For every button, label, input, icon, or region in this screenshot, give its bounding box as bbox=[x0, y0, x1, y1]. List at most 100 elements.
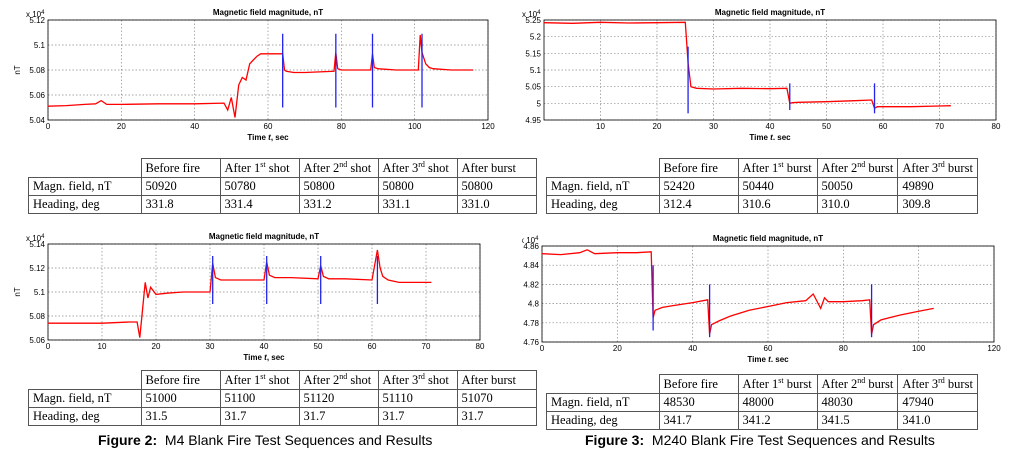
table-cell: 50800 bbox=[377, 177, 458, 197]
table-column-header: After 1st burst bbox=[737, 373, 818, 395]
table-column-header: After 2nd burst bbox=[816, 373, 899, 395]
table-column-header: After 3rd burst bbox=[897, 157, 978, 179]
table-header-row: Before fire After 1st burst After 2nd burs… bbox=[546, 373, 978, 395]
table-row: Heading, deg 312.4 310.6 310.0 309.8 bbox=[546, 195, 978, 215]
x-tick-label: 40 bbox=[766, 122, 775, 131]
x-axis-label: Time t, sec bbox=[243, 353, 285, 362]
table-cell: 341.0 bbox=[897, 411, 978, 431]
y-tick-label: 4.86 bbox=[523, 242, 539, 251]
y-tick-label: 4.78 bbox=[523, 319, 539, 328]
figure-2-caption: Figure 2: M4 Blank Fire Test Sequences a… bbox=[98, 432, 432, 448]
ordinal-suffix: nd bbox=[857, 160, 866, 169]
y-tick-label: 5.06 bbox=[29, 91, 45, 100]
ordinal-suffix: st bbox=[260, 160, 266, 169]
ordinal-suffix: st bbox=[260, 372, 266, 381]
table-column-header: Before fire bbox=[140, 369, 221, 391]
y-exponent-label: x 104 bbox=[522, 10, 541, 19]
table-corner-cell bbox=[546, 374, 660, 395]
x-axis-label-pre: Time bbox=[247, 133, 268, 142]
table-cell: 51000 bbox=[140, 389, 221, 409]
table-header-row: Before fire After 1st shot After 2nd shot A… bbox=[28, 369, 537, 391]
x-tick-label: 100 bbox=[912, 344, 926, 353]
table-cell: 48000 bbox=[737, 393, 818, 413]
table-cell: 50800 bbox=[456, 177, 537, 197]
x-axis-label: Time t, sec bbox=[749, 133, 791, 140]
ordinal-suffix: rd bbox=[938, 160, 945, 169]
ordinal-suffix: st bbox=[778, 160, 784, 169]
x-tick-label: 10 bbox=[98, 342, 107, 351]
x-tick-label: 40 bbox=[260, 342, 269, 351]
x-tick-label: 20 bbox=[117, 122, 126, 131]
series-line-magnitude bbox=[543, 21, 951, 110]
y-tick-label: 5.04 bbox=[29, 116, 45, 125]
table-cell: 51120 bbox=[298, 389, 379, 409]
x-axis-label: Time t, sec bbox=[247, 133, 289, 142]
x-tick-label: 80 bbox=[992, 122, 1001, 131]
x-tick-label: 80 bbox=[839, 344, 848, 353]
x-tick-label: 20 bbox=[152, 342, 161, 351]
y-axis-label: nT bbox=[13, 65, 22, 74]
table-cell: 49890 bbox=[897, 177, 978, 197]
y-tick-label: 4.84 bbox=[523, 261, 539, 270]
table-column-header: After 2nd shot bbox=[298, 369, 379, 391]
table-column-header: After burst bbox=[456, 369, 537, 391]
y-tick-label: 5.15 bbox=[525, 49, 541, 58]
table-row: Magn. field, nT 48530 48000 48030 47940 bbox=[546, 393, 978, 413]
x-tick-label: 30 bbox=[206, 342, 215, 351]
table-cell: 331.4 bbox=[219, 195, 300, 215]
x-tick-label: 0 bbox=[46, 342, 51, 351]
table-row: Heading, deg 331.8 331.4 331.2 331.1 331.0 bbox=[28, 195, 537, 215]
table-cell: 310.0 bbox=[816, 195, 899, 215]
ordinal-suffix: rd bbox=[418, 372, 425, 381]
ordinal-suffix: nd bbox=[857, 376, 866, 385]
x-axis-label-pre: Time bbox=[749, 133, 770, 140]
x-tick-label: 80 bbox=[476, 342, 485, 351]
ordinal-suffix: rd bbox=[418, 160, 425, 169]
x-tick-label: 60 bbox=[764, 344, 773, 353]
table-row: Heading, deg 31.5 31.7 31.7 31.7 31.7 bbox=[28, 407, 537, 427]
x-tick-label: 40 bbox=[688, 344, 697, 353]
figure-3-label: Figure 3: bbox=[585, 432, 645, 448]
table-cell: 31.7 bbox=[377, 407, 458, 427]
x-tick-label: 0 bbox=[46, 122, 51, 131]
figure-3-text: M240 Blank Fire Test Sequences and Resul… bbox=[644, 432, 935, 448]
y-exponent-power: 4 bbox=[535, 236, 539, 242]
ordinal-suffix: nd bbox=[339, 160, 348, 169]
chart-m240-b: Magnetic field magnitude, nT x 104 0 20 40 60… bbox=[522, 234, 1001, 362]
ordinal-suffix: st bbox=[778, 376, 784, 385]
y-tick-label: 5.25 bbox=[525, 16, 541, 25]
y-tick-label: 4.76 bbox=[523, 338, 539, 347]
table-cell: 331.2 bbox=[298, 195, 379, 215]
table-column-header: Before fire bbox=[140, 157, 221, 179]
x-tick-label: 30 bbox=[709, 122, 718, 131]
plot-frame bbox=[47, 243, 481, 341]
y-exponent-power: 4 bbox=[41, 234, 45, 240]
table-column-header: Before fire bbox=[658, 373, 739, 395]
x-axis-label: Time t, sec bbox=[747, 355, 789, 362]
table-cell: 341.5 bbox=[816, 411, 899, 431]
y-tick-label: 5.14 bbox=[29, 240, 45, 249]
y-tick-label: 5.1 bbox=[530, 66, 542, 75]
table-row-label: Heading, deg bbox=[546, 195, 660, 215]
series-line-magnitude bbox=[541, 249, 934, 335]
x-axis-label-post: , sec bbox=[773, 133, 791, 140]
results-table-m4-b: Before fire After 1st shot After 2nd shot A… bbox=[28, 369, 537, 427]
y-tick-label: 5.1 bbox=[34, 41, 46, 50]
x-axis-label-post: , sec bbox=[267, 353, 285, 362]
table-row: Heading, deg 341.7 341.2 341.5 341.0 bbox=[546, 411, 978, 431]
table-row-label: Magn. field, nT bbox=[28, 389, 142, 409]
table-cell: 310.6 bbox=[737, 195, 818, 215]
x-tick-label: 120 bbox=[987, 344, 1001, 353]
y-tick-label: 5.12 bbox=[29, 16, 45, 25]
table-cell: 48530 bbox=[658, 393, 739, 413]
x-tick-label: 100 bbox=[408, 122, 422, 131]
y-exponent-label: x 104 bbox=[522, 236, 539, 245]
plot-frame bbox=[47, 19, 489, 121]
table-row-label: Heading, deg bbox=[28, 407, 142, 427]
y-tick-label: 5.1 bbox=[34, 288, 46, 297]
table-cell: 52420 bbox=[658, 177, 739, 197]
table-column-header: After 3rd shot bbox=[377, 157, 458, 179]
ordinal-suffix: rd bbox=[938, 376, 945, 385]
figure-3-caption: Figure 3: M240 Blank Fire Test Sequences… bbox=[585, 432, 935, 448]
x-tick-label: 20 bbox=[653, 122, 662, 131]
